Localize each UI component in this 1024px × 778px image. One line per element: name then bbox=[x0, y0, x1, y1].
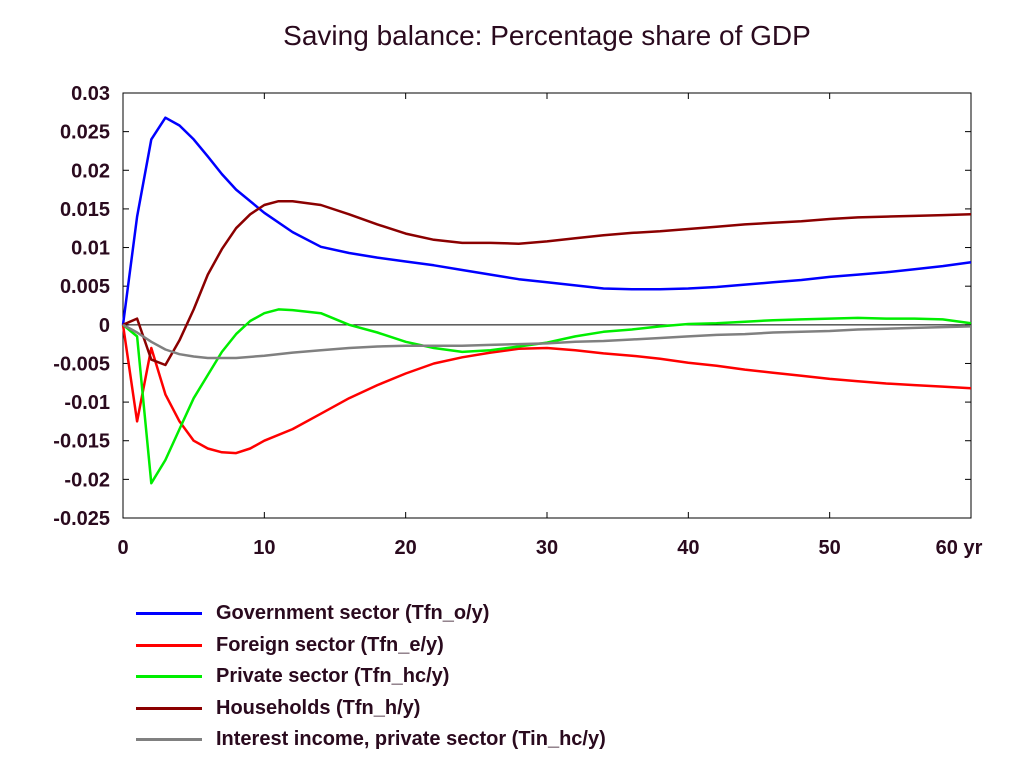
y-tick-label: 0.005 bbox=[60, 276, 110, 298]
y-tick-label: -0.015 bbox=[53, 431, 110, 453]
legend-swatch bbox=[136, 675, 202, 679]
series-line-5 bbox=[122, 323, 972, 360]
x-tick-label: 50 bbox=[819, 537, 841, 559]
y-tick-label: -0.005 bbox=[53, 353, 110, 375]
legend-item: Households (Tfn_h/y) bbox=[136, 693, 606, 725]
x-tick-label: 0 bbox=[117, 537, 128, 559]
legend-item: Private sector (Tfn_hc/y) bbox=[136, 661, 606, 693]
legend-item: Foreign sector (Tfn_e/y) bbox=[136, 630, 606, 662]
x-tick-label: 10 bbox=[253, 537, 275, 559]
y-tick-label: 0.03 bbox=[71, 83, 110, 105]
legend-label: Interest income, private sector (Tin_hc/… bbox=[216, 728, 606, 751]
x-tick-label: 60 yr bbox=[936, 537, 983, 559]
series-line-2 bbox=[121, 324, 972, 455]
x-tick-label: 30 bbox=[536, 537, 558, 559]
y-tick-label: 0 bbox=[99, 315, 110, 337]
y-tick-label: 0.01 bbox=[71, 238, 110, 260]
y-tick-label: -0.025 bbox=[53, 508, 110, 530]
legend-swatch bbox=[136, 643, 202, 647]
series-line-1 bbox=[121, 116, 972, 325]
legend-label: Households (Tfn_h/y) bbox=[216, 696, 421, 719]
legend: Government sector (Tfn_o/y) Foreign secto… bbox=[136, 598, 606, 756]
x-tick-label: 20 bbox=[395, 537, 417, 559]
y-tick-label: 0.015 bbox=[60, 199, 110, 221]
y-tick-label: -0.02 bbox=[64, 469, 110, 491]
legend-swatch bbox=[136, 612, 202, 616]
legend-swatch bbox=[136, 706, 202, 710]
series-line-3 bbox=[122, 308, 972, 485]
legend-swatch bbox=[136, 738, 202, 742]
y-tick-label: 0.02 bbox=[71, 160, 110, 182]
series-line-4 bbox=[122, 199, 972, 367]
x-tick-label: 40 bbox=[677, 537, 699, 559]
plot-area-frame bbox=[122, 92, 972, 519]
legend-label: Foreign sector (Tfn_e/y) bbox=[216, 633, 444, 656]
legend-item: Interest income, private sector (Tin_hc/… bbox=[136, 724, 606, 756]
legend-item: Government sector (Tfn_o/y) bbox=[136, 598, 606, 630]
chart-title: Saving balance: Percentage share of GDP bbox=[283, 20, 811, 51]
legend-label: Private sector (Tfn_hc/y) bbox=[216, 665, 450, 688]
legend-label: Government sector (Tfn_o/y) bbox=[216, 602, 490, 625]
y-tick-label: 0.025 bbox=[60, 122, 110, 144]
y-tick-label: -0.01 bbox=[64, 392, 110, 414]
